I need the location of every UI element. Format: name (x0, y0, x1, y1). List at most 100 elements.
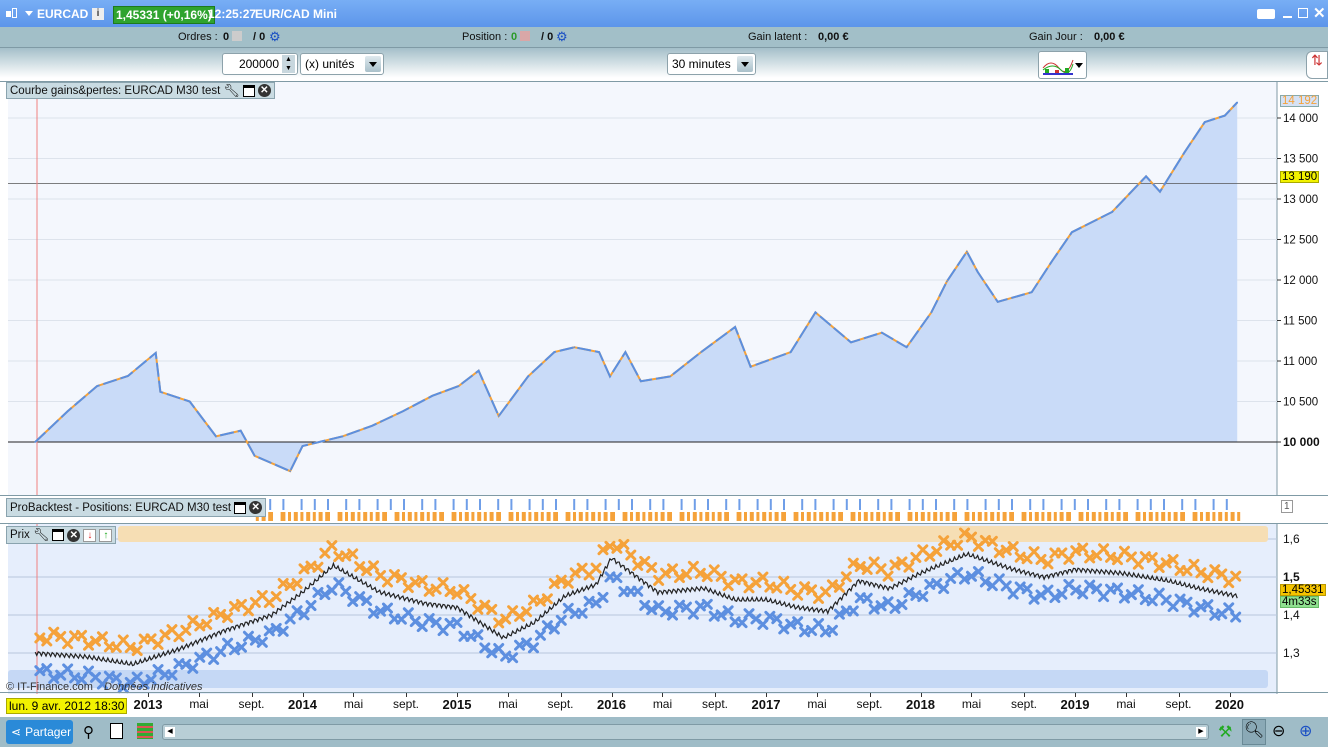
date-tick (662, 693, 664, 697)
sell-marker (131, 645, 143, 657)
buy-marker (667, 609, 679, 621)
sell-marker (83, 639, 95, 651)
buy-marker (639, 599, 651, 611)
position-short-mark (440, 512, 444, 521)
position-short-mark (318, 512, 323, 521)
positions-axis-label: 1 (1281, 500, 1293, 513)
chevron-down-icon[interactable] (25, 11, 33, 20)
window-icon[interactable] (242, 84, 255, 97)
y-tick-label: 10 500 (1283, 397, 1318, 409)
position-short-mark (1041, 512, 1045, 521)
position-short-mark (591, 512, 596, 521)
cancel-orders-icon[interactable] (232, 31, 242, 41)
position-short-mark (990, 512, 995, 521)
wrench-icon[interactable]: 🔧︎ (32, 527, 50, 542)
info-icon[interactable]: i (92, 8, 104, 20)
candlestick-icon[interactable] (6, 8, 18, 19)
buy-marker (861, 592, 873, 604)
date-tick-label: 2017 (751, 697, 781, 712)
gear-icon[interactable]: ⚙ (269, 29, 281, 44)
horizontal-scrollbar[interactable]: ◀ ▶ (162, 724, 1209, 740)
quantity-stepper[interactable]: 200000 ▲ ▼ (222, 53, 298, 75)
position-short-mark (1167, 512, 1171, 521)
position-long-mark (890, 499, 893, 510)
sell-marker (291, 578, 303, 590)
buy-marker (270, 622, 282, 634)
share-button[interactable]: ⋖ Partager (6, 720, 73, 744)
position-long-mark (1149, 499, 1152, 510)
buy-marker (215, 646, 227, 658)
close-position-icon[interactable] (520, 31, 530, 41)
position-short-mark (383, 512, 387, 521)
minimize-button[interactable] (1283, 16, 1292, 18)
sell-marker (416, 575, 428, 587)
stepper-arrows-icon[interactable]: ▲ ▼ (282, 55, 295, 73)
scroll-right-button[interactable]: ▶ (1196, 727, 1206, 737)
position-long-mark (1225, 499, 1228, 510)
position-long-mark (1029, 499, 1032, 510)
buy-marker (1028, 593, 1040, 605)
buy-marker (381, 602, 393, 614)
sell-arrow-icon[interactable]: ↓ (83, 528, 97, 542)
date-tick (1229, 693, 1231, 697)
position-short-mark (426, 512, 430, 521)
close-icon[interactable]: ✕ (67, 528, 81, 542)
symbol-label[interactable]: EURCAD (37, 7, 89, 21)
chevron-down-icon[interactable] (737, 56, 753, 72)
equity-point (976, 271, 979, 273)
title-bar: EURCAD i 1,45331 (+0,16%) 12:25:27 EUR/C… (0, 0, 1328, 27)
unit-select[interactable]: (x) unités (300, 53, 384, 75)
position-short-mark (1034, 512, 1039, 521)
timeframe-select[interactable]: 30 minutes (667, 53, 756, 75)
buy-arrow-icon[interactable]: ↑ (99, 528, 113, 542)
notes-icon[interactable] (110, 723, 123, 739)
buy-marker (868, 603, 880, 615)
buy-marker (138, 678, 150, 690)
sell-marker (1042, 558, 1054, 570)
position-long-mark (555, 499, 557, 510)
scroll-left-button[interactable]: ◀ (165, 727, 175, 737)
add-indicator-button[interactable] (1038, 51, 1087, 79)
orderbook-icon[interactable] (137, 723, 153, 739)
position-short-mark (711, 512, 715, 521)
position-short-mark (692, 512, 697, 521)
position-short-mark (1230, 512, 1235, 521)
link-icon[interactable]: ⚲ (83, 724, 94, 741)
position-long-mark (269, 499, 272, 510)
quantity-value[interactable]: 200000 (238, 57, 279, 71)
gear-icon[interactable]: ⚙ (556, 29, 568, 44)
buy-marker (145, 674, 157, 686)
wrench-icon[interactable]: 🔧︎ (223, 82, 240, 98)
position-short-mark (288, 512, 291, 521)
sell-marker (597, 544, 609, 556)
close-icon[interactable]: ✕ (257, 84, 271, 97)
position-short-mark (920, 512, 925, 521)
position-long-mark (617, 499, 620, 510)
chart-settings-icon[interactable]: ⚒ (1218, 724, 1233, 741)
window-icon[interactable] (52, 529, 65, 541)
trading-panel-toggle[interactable]: ⇅ (1306, 51, 1328, 79)
equity-point (159, 390, 162, 393)
chevron-down-icon[interactable] (1075, 63, 1083, 72)
auto-zoom-button[interactable]: 🔍︎ (1242, 719, 1266, 745)
position-short-mark (831, 512, 836, 521)
zoom-in-button[interactable]: ⊕ (1299, 723, 1313, 740)
position-short-mark (363, 512, 368, 521)
position-short-mark (908, 512, 913, 521)
chevron-down-icon[interactable] (365, 56, 381, 72)
position-short-mark (407, 512, 412, 521)
window-icon[interactable] (234, 501, 247, 514)
zoom-out-button[interactable]: ⊖ (1272, 723, 1286, 740)
maximize-button[interactable] (1298, 8, 1308, 18)
position-short-mark (927, 512, 931, 521)
sell-marker (437, 577, 449, 589)
position-long-mark (832, 499, 835, 510)
position-short-mark (1136, 512, 1141, 521)
buy-marker (826, 624, 838, 636)
sell-marker (1216, 568, 1228, 580)
close-icon[interactable]: ✕ (249, 501, 263, 514)
equity-panel-title: Courbe gains&pertes: EURCAD M30 test (10, 84, 221, 97)
date-tick-label: mai (498, 697, 518, 711)
close-button[interactable]: ✕ (1313, 5, 1326, 22)
keyboard-icon[interactable] (1257, 9, 1275, 19)
